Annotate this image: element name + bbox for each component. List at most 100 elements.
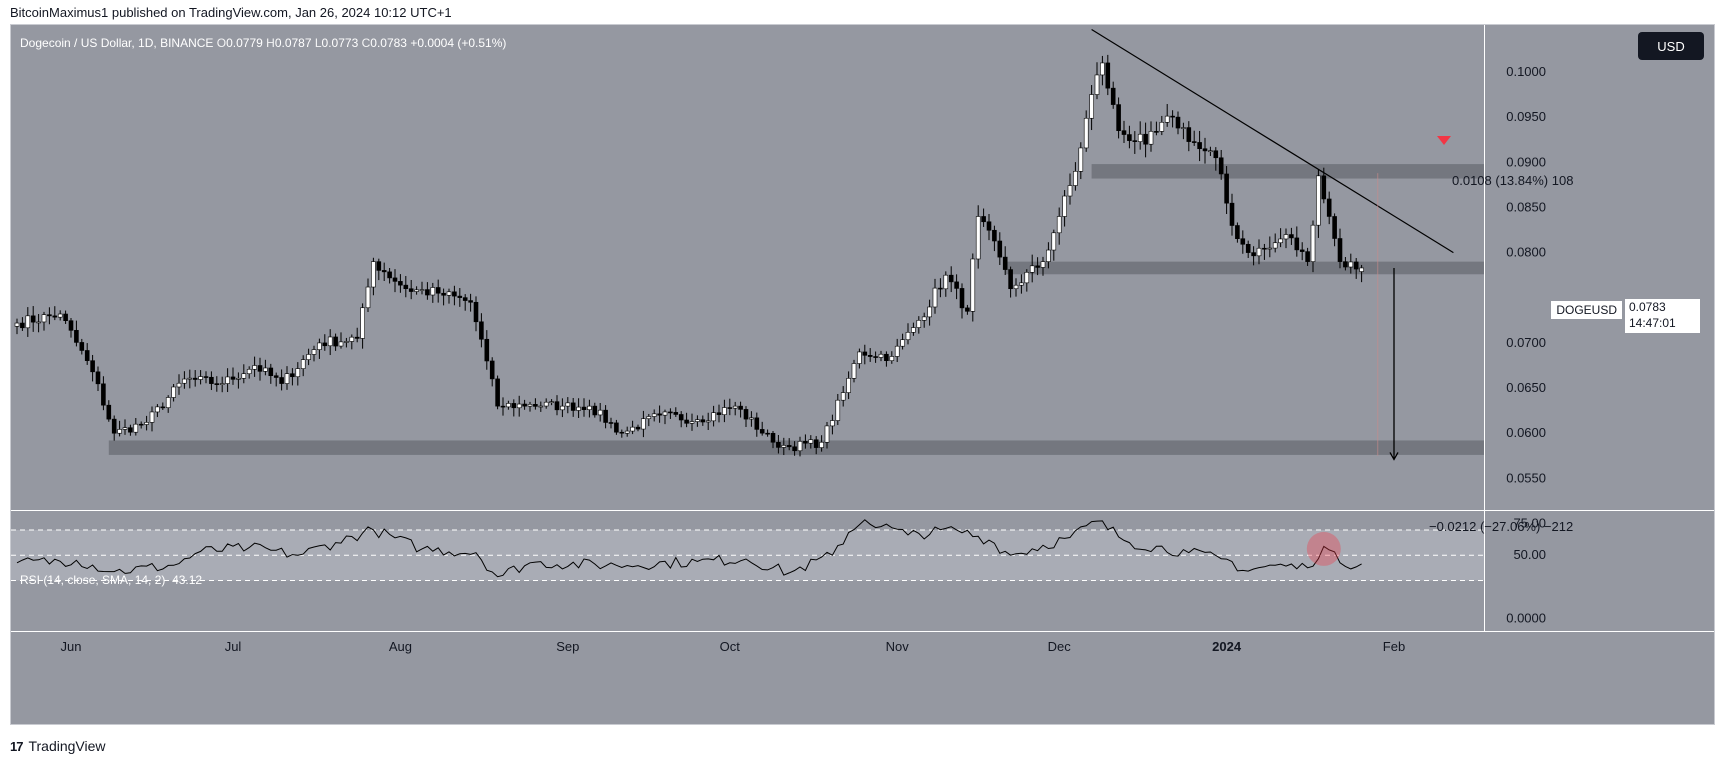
down-candle-body xyxy=(592,405,598,416)
candle xyxy=(981,208,986,227)
candle xyxy=(527,401,533,412)
candle xyxy=(835,393,841,426)
candle xyxy=(322,334,328,351)
candle xyxy=(927,299,932,326)
down-candle-body xyxy=(1143,133,1148,145)
up-candle-body xyxy=(732,405,738,409)
down-candle-body xyxy=(997,240,1003,258)
candle xyxy=(678,411,684,428)
chart-frame[interactable]: 0.1000 0.0950 0.0900 0.0850 0.0800 0.0700 0.06… xyxy=(10,24,1715,725)
down-candle-body xyxy=(684,419,689,424)
candle xyxy=(1013,278,1019,297)
down-candle-body xyxy=(716,412,722,415)
candle xyxy=(344,337,349,348)
rsi-indicator xyxy=(11,519,1484,581)
up-candle-body xyxy=(1046,249,1051,262)
candle xyxy=(1294,226,1300,257)
up-candle-body xyxy=(1267,247,1273,250)
candle xyxy=(360,303,365,349)
candle xyxy=(1353,258,1359,279)
candle xyxy=(1262,243,1267,260)
high-value: 0.0787 xyxy=(274,36,312,50)
up-candle-body xyxy=(797,441,803,452)
down-candle-body xyxy=(47,314,52,317)
candle xyxy=(473,296,479,332)
candle xyxy=(263,359,268,376)
chart-canvas[interactable]: 0.1000 0.0950 0.0900 0.0850 0.0800 0.0700 0.06… xyxy=(11,25,1714,724)
candle xyxy=(284,366,290,390)
down-candle-body xyxy=(1294,237,1300,251)
candle xyxy=(1224,166,1229,214)
down-candle-body xyxy=(743,409,749,420)
candle xyxy=(1035,257,1040,276)
candle xyxy=(1245,240,1251,258)
down-candle-body xyxy=(1213,150,1219,159)
time-tick-label: 2024 xyxy=(1212,639,1242,654)
candle xyxy=(570,397,576,417)
low-value: 0.0773 xyxy=(321,36,359,50)
down-candle-body xyxy=(673,412,679,415)
candle xyxy=(1083,110,1089,152)
up-candle-body xyxy=(1283,234,1289,240)
down-candle-body xyxy=(257,365,263,372)
candle xyxy=(1359,264,1364,283)
candle xyxy=(603,405,608,429)
candle xyxy=(236,372,241,389)
candle xyxy=(1332,213,1337,247)
up-candle-body xyxy=(300,359,306,369)
candle xyxy=(851,359,857,383)
candle xyxy=(468,293,473,312)
candle xyxy=(155,404,160,418)
candle xyxy=(911,322,916,336)
up-candle-body xyxy=(1013,284,1019,290)
time-tick-label: Nov xyxy=(886,639,910,654)
candle xyxy=(543,398,549,409)
candle xyxy=(716,404,722,423)
up-candle-body xyxy=(1067,185,1073,197)
measure-down-label: −0.0212 (−27.06%) −212 xyxy=(1429,519,1574,534)
candle xyxy=(241,364,247,384)
up-candle-body xyxy=(722,407,727,415)
footer-brand[interactable]: 17 TradingView xyxy=(10,738,106,754)
candle xyxy=(52,306,58,321)
down-candle-body xyxy=(803,441,808,444)
down-candle-body xyxy=(1299,249,1305,252)
resistance-trendline xyxy=(1091,29,1454,254)
candle xyxy=(414,286,419,295)
up-candle-body xyxy=(624,430,630,434)
candle xyxy=(452,285,457,306)
candle xyxy=(165,395,171,413)
candle xyxy=(1337,228,1343,269)
rsi-highlight-circle xyxy=(1306,531,1341,566)
up-candle-body xyxy=(349,336,355,342)
candle xyxy=(749,411,754,427)
candle xyxy=(90,354,95,382)
down-candle-body xyxy=(457,295,463,298)
candle xyxy=(538,401,544,412)
candle xyxy=(516,395,522,417)
down-candle-body xyxy=(1235,225,1240,240)
time-tick-label: Feb xyxy=(1383,639,1405,654)
up-candle-body xyxy=(25,315,31,329)
candle xyxy=(1326,191,1332,225)
down-candle-body xyxy=(581,406,587,410)
down-candle-body xyxy=(84,350,90,361)
candle xyxy=(549,399,554,406)
candle xyxy=(1127,125,1132,149)
down-candle-body xyxy=(1251,252,1256,257)
candle xyxy=(932,278,938,314)
down-candle-body xyxy=(981,216,986,223)
up-candle-body xyxy=(641,418,646,430)
candle xyxy=(1348,253,1354,274)
candle xyxy=(333,333,338,351)
candle xyxy=(878,350,884,362)
change-value: +0.0004 (+0.51%) xyxy=(410,36,507,50)
up-candle-body xyxy=(1137,133,1143,142)
measure-up-label: 0.0108 (13.84%) 108 xyxy=(1452,173,1574,188)
candle xyxy=(1100,55,1105,86)
candle xyxy=(1191,130,1197,146)
candle xyxy=(1164,104,1170,127)
candle xyxy=(268,363,274,384)
candle xyxy=(1159,115,1165,136)
currency-button[interactable]: USD xyxy=(1638,32,1704,60)
